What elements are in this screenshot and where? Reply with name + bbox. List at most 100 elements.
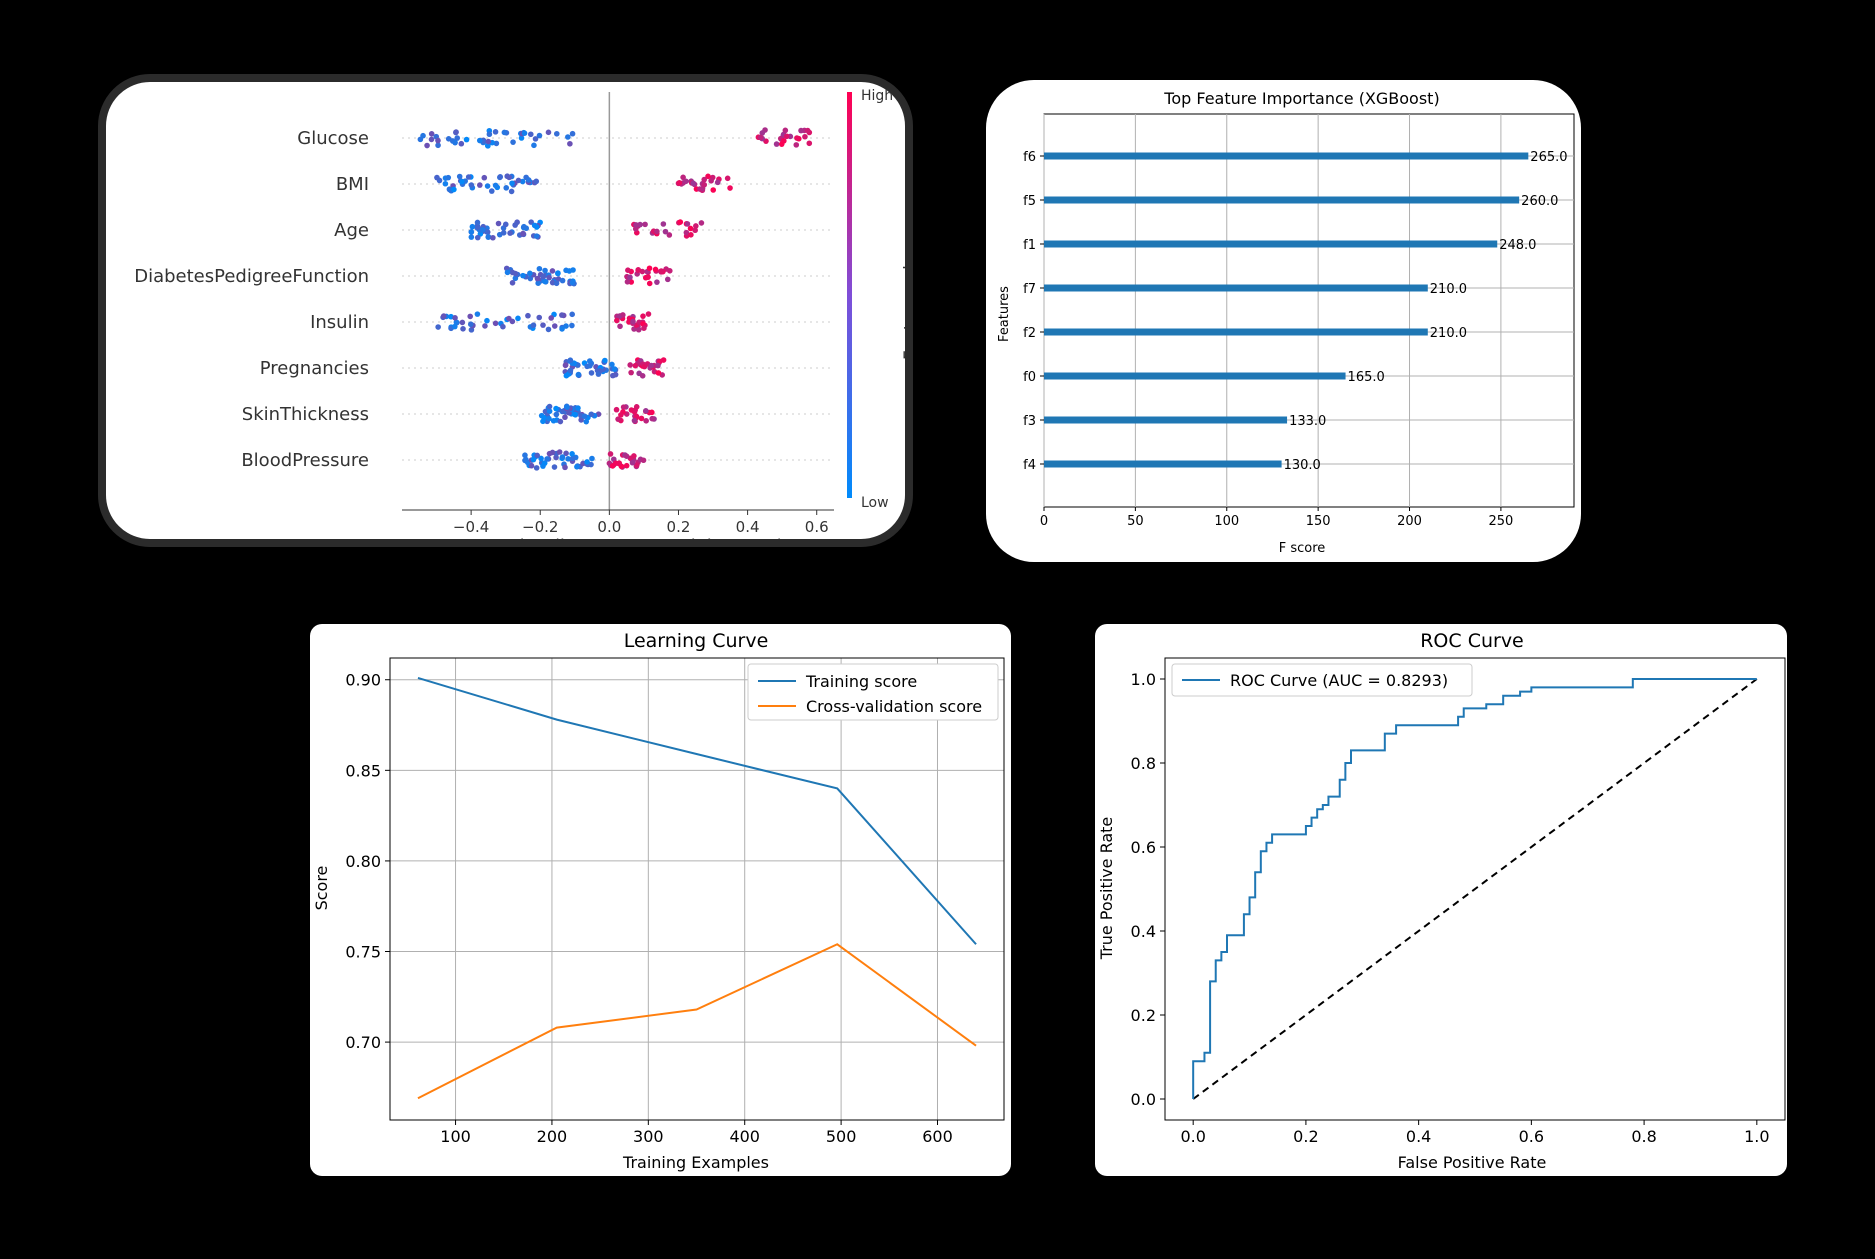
shap-dot [629,459,636,466]
shap-dot [778,141,785,147]
shap-dot [570,267,576,273]
shap-dot [630,318,636,325]
shap-dot [482,323,488,329]
shap-dot [640,313,646,319]
shap-dot [521,223,527,230]
shap-dot [506,315,512,322]
shap-dot [633,462,640,468]
shap-dot [435,142,441,149]
shap-dot [467,313,474,320]
shap-dot [569,279,576,286]
lc-y-tick-label: 0.80 [345,852,381,871]
shap-dot [492,320,499,327]
shap-dot [578,417,584,423]
learning-curve-panel: Learning Curve Training Examples Score 1… [310,624,1011,1176]
fi-value-label: 165.0 [1348,370,1385,385]
shap-dot [701,176,708,183]
shap-dot [512,222,518,228]
fi-x-tick-label: 50 [1127,514,1144,529]
fi-category-label: f4 [1023,458,1036,473]
fi-x-tick-label: 100 [1214,514,1239,529]
shap-dot [509,279,516,286]
shap-dot [468,229,475,235]
lc-title: Learning Curve [624,630,769,652]
shap-dot [542,267,548,274]
roc-x-tick-label: 1.0 [1744,1127,1769,1146]
roc-x-tick-label: 0.4 [1406,1127,1431,1146]
colorbar-low-label: Low [861,495,889,511]
shap-summary-chart: SHAP value (impact on model output) High… [134,88,905,539]
shap-dot [563,450,569,457]
shap-dot [802,133,808,140]
shap-dot [451,186,457,193]
shap-dot [527,131,534,138]
shap-dot [553,411,560,418]
fi-value-label: 260.0 [1521,194,1558,209]
shap-dot [541,460,548,466]
shap-dot [643,418,649,424]
shap-dot [727,185,733,191]
fi-x-tick-label: 150 [1306,514,1331,529]
shap-dot [588,411,595,418]
shap-dot [565,134,571,140]
shap-dot [500,323,506,330]
shap-dot [607,451,614,457]
roc-xlabel: False Positive Rate [1398,1153,1547,1172]
shap-dot [484,183,491,189]
shap-dot [428,136,435,143]
lc-x-tick-label: 100 [440,1127,471,1146]
plot-frame [389,657,1005,1121]
roc-x-tick-label: 0.0 [1180,1127,1205,1146]
shap-dot [553,280,560,287]
shap-dot [540,273,547,280]
shap-dot [759,130,766,136]
shap-dot [525,177,532,183]
feature-importance-chart: Top Feature Importance (XGBoost) F score… [997,89,1575,556]
lc-y-tick-label: 0.70 [345,1033,381,1052]
shap-dot [649,415,655,422]
shap-dot [575,405,581,411]
shap-dot [646,280,653,287]
lc-x-tick-label: 200 [537,1127,568,1146]
shap-dot [559,454,566,460]
shap-dot [556,449,563,455]
shap-dot [545,129,552,136]
fi-bar [1044,372,1346,380]
shap-dot [569,311,575,318]
shap-dot [632,362,639,369]
shap-dot [708,177,714,184]
lc-xlabel: Training Examples [622,1153,769,1172]
shap-dot [595,371,602,377]
shap-dot [542,278,548,285]
shap-dot [542,408,549,415]
feature-label: BloodPressure [241,450,369,471]
roc-curve-line [1192,678,1757,1099]
lc-series-line [417,943,977,1100]
shap-dot [492,182,499,189]
fi-value-label: 210.0 [1430,326,1467,341]
shap-dot [459,178,465,185]
shap-dot [553,405,559,412]
shap-dot [602,357,608,364]
shap-dot [698,220,705,226]
shap-dot [484,317,490,324]
shap-dot [454,135,461,141]
shap-dot [724,175,731,182]
shap-dot [507,230,513,236]
shap-dot [571,411,578,418]
shap-dot [497,174,504,180]
shap-dot [474,311,481,317]
shap-dot [458,140,465,147]
shap-dot [641,325,647,332]
shap-dot [655,362,661,369]
shap-dot [637,221,643,228]
shap-dot [660,221,667,227]
fi-category-label: f0 [1023,370,1036,385]
shap-dot [545,326,552,333]
roc-x-tick-label: 0.2 [1293,1127,1318,1146]
shap-dot [701,181,708,188]
shap-dot [506,174,513,181]
shap-dot [757,134,764,141]
shap-dot [492,129,499,135]
shap-dot [690,180,696,187]
